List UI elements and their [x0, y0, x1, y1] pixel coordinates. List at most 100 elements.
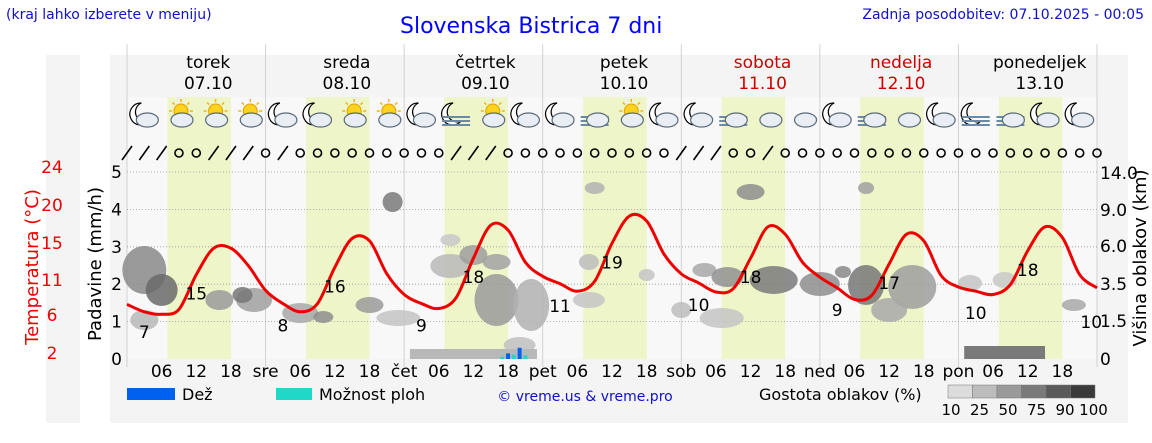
sun-ray: [622, 102, 626, 106]
precip-tick: 4: [111, 200, 122, 220]
temp-axis-title: Temperatura (°C): [22, 189, 43, 346]
temperature-label: 8: [277, 317, 288, 337]
moon-cloud-icon: [648, 102, 679, 128]
wind-barb: [225, 145, 237, 161]
day-name: torek: [186, 53, 230, 73]
cloud-patch: [440, 234, 461, 246]
day-date: 07.10: [184, 74, 233, 94]
cloud-patch: [482, 254, 511, 270]
temp-tick: 2: [47, 344, 58, 364]
cloud-height-tick: 3.5: [1100, 275, 1127, 295]
cloud-patch: [584, 182, 605, 194]
wind-calm: [728, 148, 739, 158]
temp-tick: 15: [41, 234, 63, 254]
day-date: 13.10: [1015, 74, 1064, 94]
cloud-height-tick: 0: [1100, 350, 1111, 370]
wind-calm: [832, 148, 842, 158]
day-name: sobota: [734, 53, 792, 73]
cloud-patch: [799, 272, 840, 296]
hour-tick: 06: [428, 362, 450, 382]
cloud-patch: [692, 263, 717, 277]
temperature-label: 9: [416, 317, 427, 337]
day-abbr-tick: pet: [529, 362, 557, 382]
fog-cloud-icon: [719, 112, 748, 128]
cloud-height-tick: 6.0: [1100, 237, 1127, 257]
precip-tick: 3: [111, 238, 122, 258]
location-hint: (kraj lahko izberete v meniju): [6, 7, 212, 23]
day-date: 11.10: [738, 74, 787, 94]
sun-ray: [394, 102, 398, 106]
temperature-line: [126, 212, 1098, 316]
density-tick: 10: [941, 401, 960, 419]
wind-calm: [918, 148, 929, 158]
hour-tick: 18: [636, 362, 658, 382]
fog-cloud-icon: [580, 112, 610, 128]
hour-tick: 06: [289, 362, 311, 382]
wind-calm: [520, 148, 531, 158]
moon-cloud-icon: [302, 102, 333, 128]
day-abbr-tick: sob: [666, 362, 696, 382]
legend-rain-label: Dež: [182, 385, 213, 404]
hour-tick: 12: [463, 362, 485, 382]
density-tick: 25: [970, 401, 989, 419]
wind-calm: [589, 148, 600, 158]
day-date: 08.10: [323, 74, 372, 94]
low-cloud-band: [964, 346, 1046, 359]
moon-cloud-icon: [267, 102, 298, 128]
cloud-patch: [430, 254, 471, 278]
wind-barb: [710, 145, 722, 161]
cloud-patch: [578, 254, 599, 270]
wind-calm: [849, 148, 860, 158]
hour-tick: 18: [913, 362, 935, 382]
moon-cloud-icon: [683, 102, 714, 128]
sun-cloud-icon: [238, 99, 263, 128]
moon-shape: [960, 102, 982, 126]
cloud-shape: [170, 112, 194, 128]
wind-calm: [364, 148, 375, 158]
temperature-label: 15: [185, 285, 207, 305]
cloud-patch: [1061, 299, 1086, 311]
hour-tick: 12: [601, 362, 623, 382]
density-swatch: [1045, 384, 1071, 399]
wind-calm: [884, 148, 894, 158]
cloud-icon: [897, 112, 922, 128]
day-abbr-tick: pon: [942, 362, 974, 382]
temperature-label: 9: [832, 301, 843, 321]
cloud-patch: [871, 298, 908, 322]
cloud-patch: [474, 274, 519, 326]
cloud-patch: [957, 275, 982, 291]
credit: © vreme.us & vreme.pro: [497, 389, 672, 405]
wind-calm: [382, 148, 392, 158]
left-axis-strip: [46, 55, 80, 423]
sun-ray: [206, 102, 210, 106]
hour-tick: 06: [151, 362, 173, 382]
cloud-shape: [932, 112, 956, 128]
precip-bar: [500, 356, 505, 359]
moon-cloud-icon: [510, 102, 540, 128]
wind-calm: [1022, 148, 1033, 158]
precipitation-bars: [500, 347, 528, 359]
cloud-shape: [378, 112, 402, 128]
cloud-patch: [376, 310, 421, 326]
day-abbr-tick: čet: [391, 362, 418, 382]
cloud-patch: [888, 265, 937, 309]
cloud-icon: [793, 112, 818, 128]
hour-tick: 12: [878, 362, 900, 382]
density-tick: 75: [1027, 401, 1046, 419]
cloud-patch: [858, 182, 875, 194]
day-date: 10.10: [600, 74, 649, 94]
wind-calm: [330, 148, 340, 158]
wind-calm: [295, 148, 306, 158]
cloud-shape: [724, 112, 748, 128]
legend-showers-swatch: [276, 388, 312, 400]
temperature-label: 7: [139, 323, 150, 343]
sun-cloud-icon: [376, 99, 402, 128]
wind-calm: [641, 148, 652, 158]
cloud-shape: [412, 112, 437, 128]
wind-calm: [399, 148, 409, 158]
cloud-shape: [620, 112, 644, 128]
temp-tick: 20: [41, 196, 63, 216]
